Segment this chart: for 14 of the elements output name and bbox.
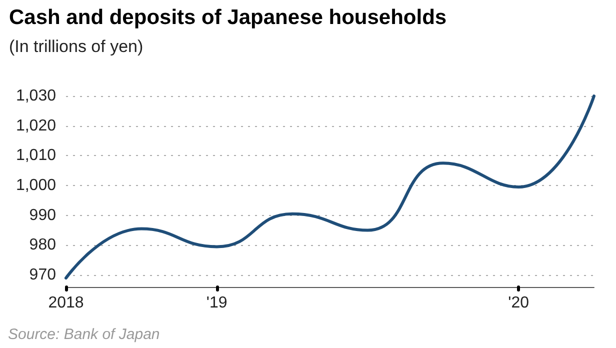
y-tick-label: 990 <box>29 206 56 224</box>
y-tick-label: 1,020 <box>16 117 56 134</box>
x-tick-label: '19 <box>206 294 228 312</box>
y-tick-label: 980 <box>29 236 56 254</box>
y-tick-label: 1,030 <box>16 88 56 104</box>
chart-subtitle: (In trillions of yen) <box>9 37 144 56</box>
y-tick-label: 1,010 <box>16 147 56 164</box>
source-note: Source: Bank of Japan <box>8 326 160 343</box>
line-series <box>64 94 596 280</box>
y-tick-label: 1,000 <box>16 177 56 194</box>
x-tick-label: '20 <box>508 294 530 312</box>
x-tick-label: 2018 <box>48 294 84 312</box>
y-tick-label: 970 <box>29 266 56 284</box>
chart-title: Cash and deposits of Japanese households <box>9 6 447 29</box>
